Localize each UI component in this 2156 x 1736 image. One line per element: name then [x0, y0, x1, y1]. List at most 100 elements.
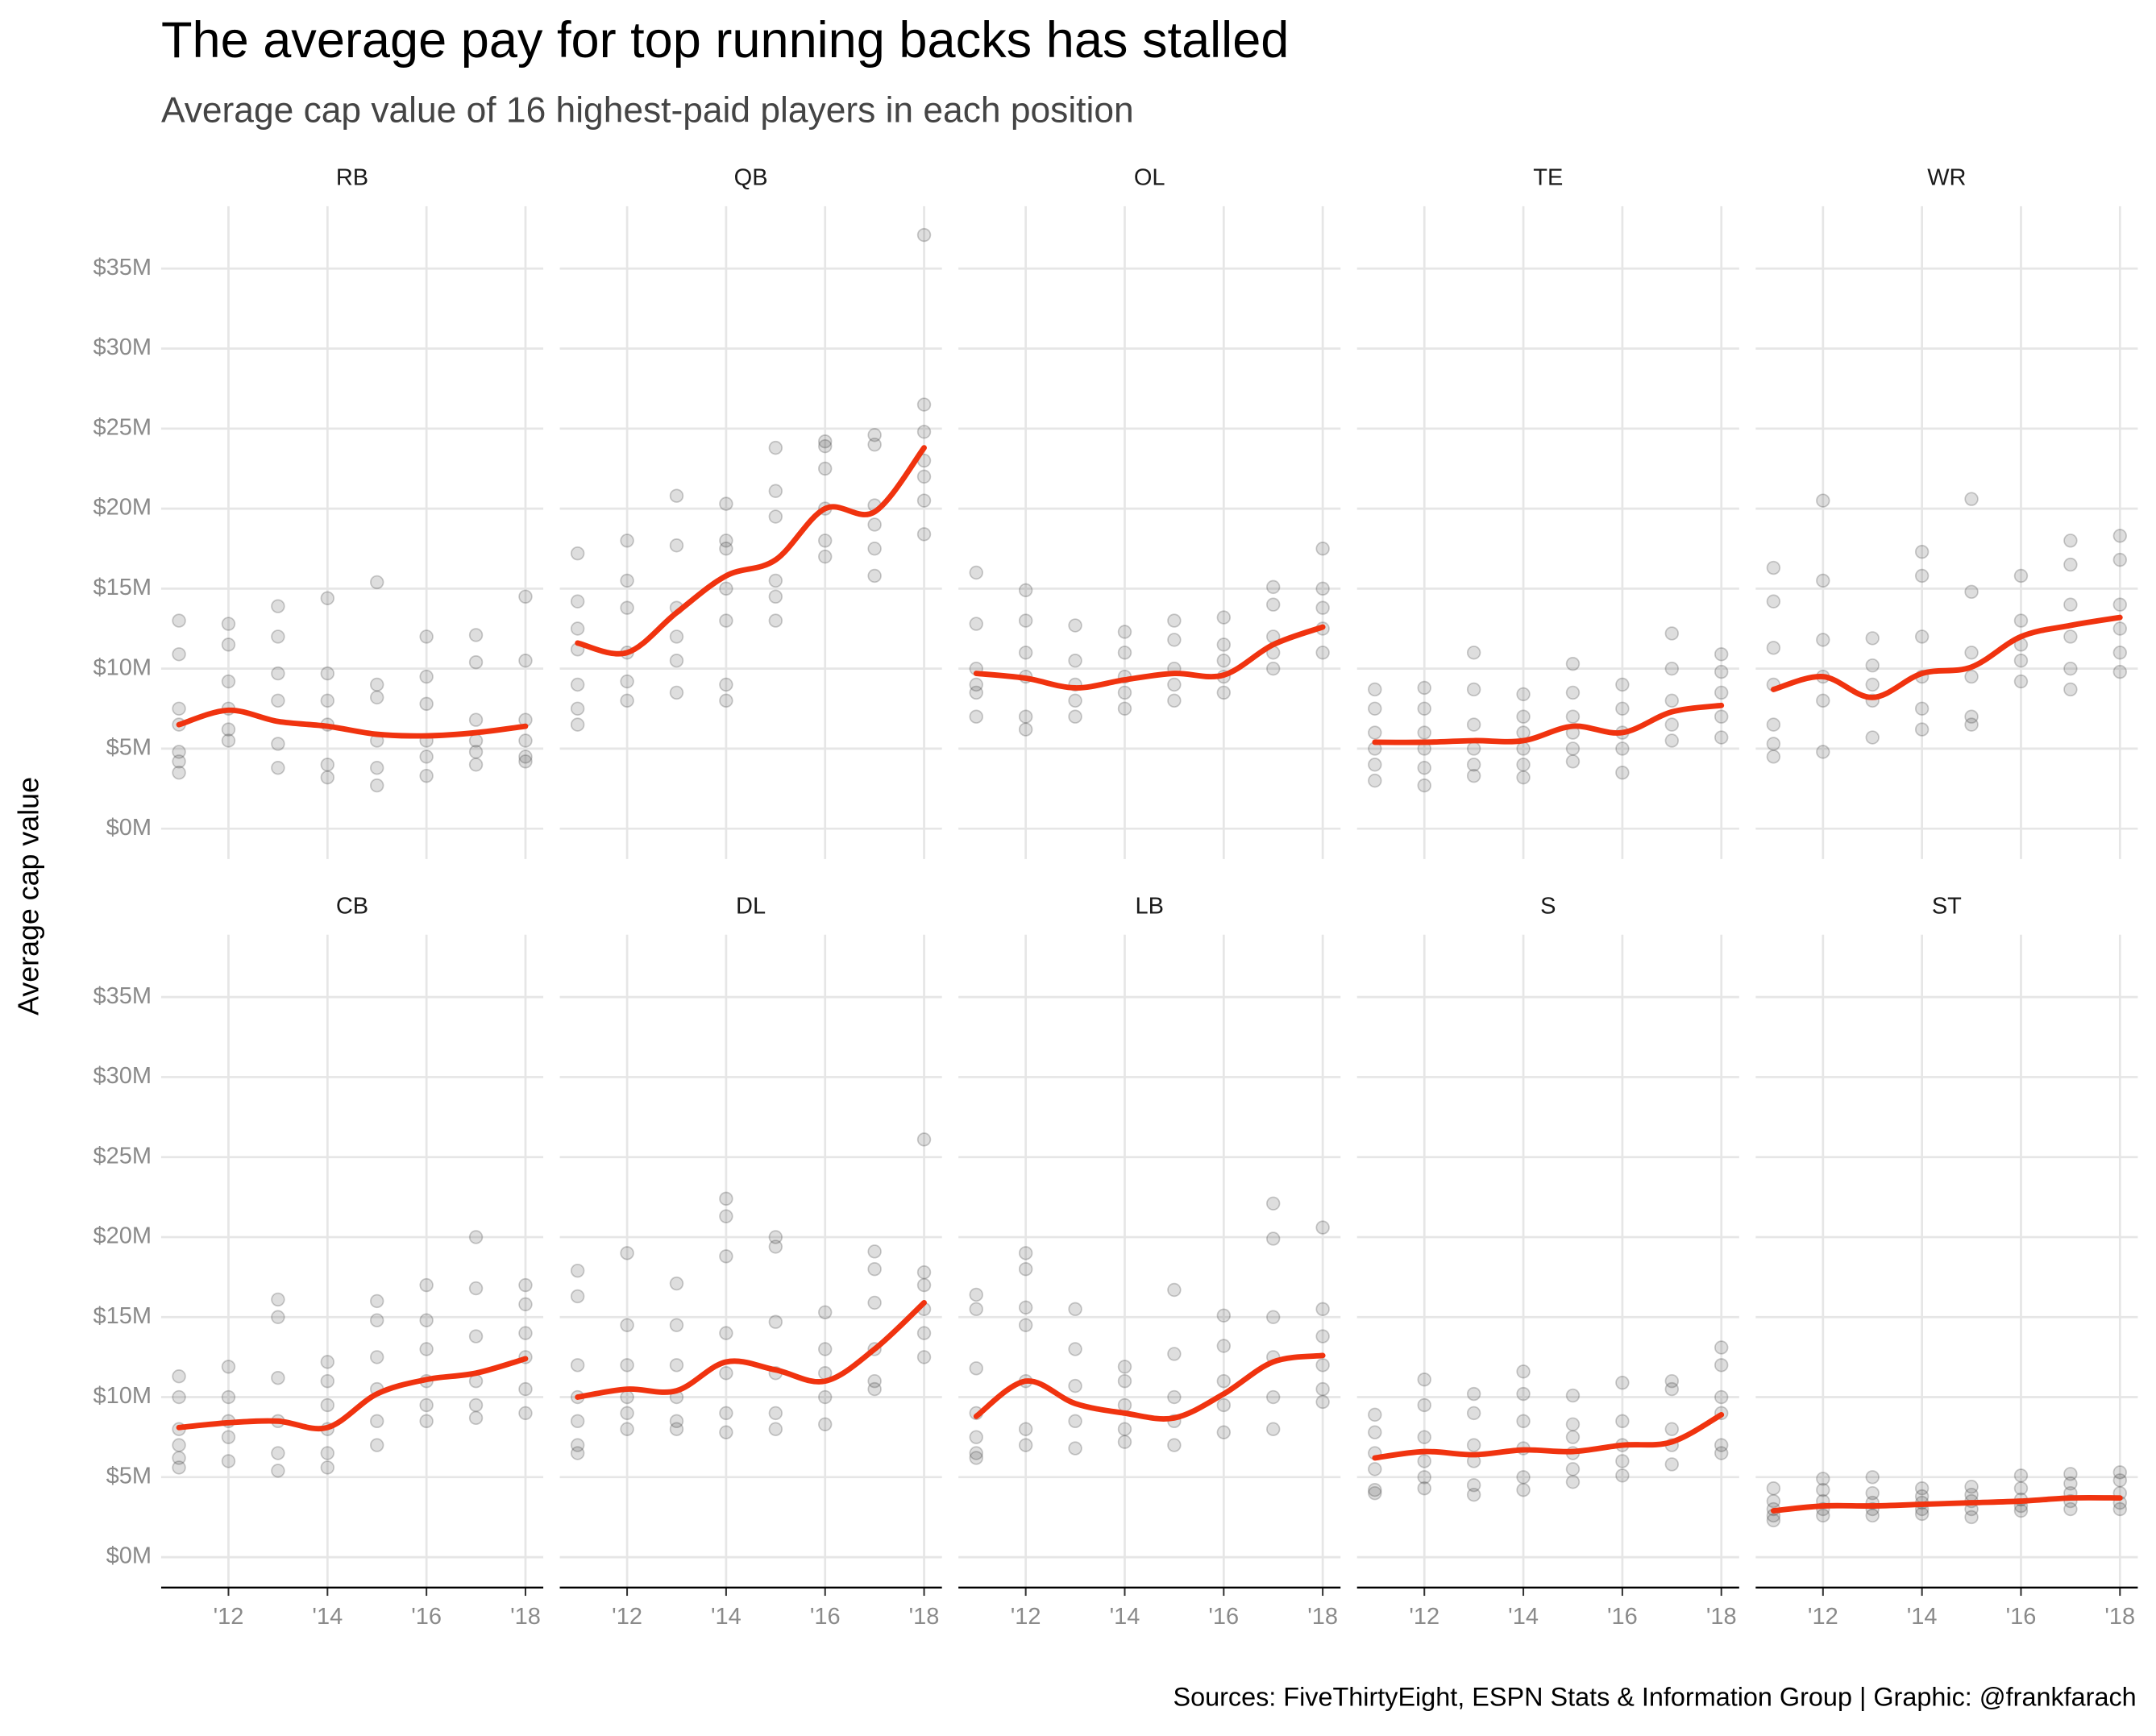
data-point: [2063, 534, 2078, 548]
data-point: [1714, 1358, 1729, 1373]
data-point: [320, 1355, 335, 1369]
data-point: [1266, 1231, 1281, 1246]
data-point: [620, 600, 634, 615]
data-point: [719, 1209, 733, 1223]
data-point: [221, 638, 236, 652]
data-point: [419, 629, 434, 644]
data-point: [1466, 646, 1481, 660]
data-point: [818, 438, 833, 454]
facet-label: DL: [736, 893, 766, 919]
data-point: [370, 1350, 384, 1364]
data-point: [867, 1295, 882, 1310]
data-point: [419, 768, 434, 783]
facet-label: ST: [1932, 893, 1962, 919]
data-point: [1914, 544, 1930, 559]
data-point: [1964, 1480, 1979, 1494]
data-point: [1068, 1302, 1082, 1317]
data-point: [1516, 709, 1531, 724]
data-point: [1565, 1430, 1581, 1444]
trend-line: [575, 1299, 927, 1400]
data-point: [1615, 741, 1630, 756]
data-point: [570, 1438, 585, 1452]
data-point: [1117, 685, 1132, 700]
x-tick-label: '18: [510, 1604, 541, 1630]
data-point: [2013, 568, 2029, 584]
data-point: [2013, 613, 2029, 628]
data-point: [669, 1358, 684, 1373]
data-point: [1914, 1481, 1930, 1496]
data-point: [2063, 1467, 2078, 1481]
data-point: [1368, 1462, 1382, 1476]
data-point: [1018, 722, 1033, 737]
data-point: [221, 1430, 236, 1444]
x-tick-label: '16: [1607, 1604, 1638, 1630]
data-point: [1565, 741, 1581, 756]
data-point: [867, 542, 882, 556]
x-tick-label: '12: [1011, 1604, 1041, 1630]
x-tick-label: '14: [1110, 1604, 1140, 1630]
data-point: [1368, 758, 1382, 772]
data-point: [271, 666, 285, 681]
data-point: [468, 712, 484, 727]
data-point: [1714, 709, 1729, 724]
y-tick-label: $30M: [93, 1063, 152, 1089]
data-point: [1964, 646, 1979, 660]
data-point: [2112, 1465, 2128, 1480]
data-point: [172, 745, 186, 759]
data-point: [221, 617, 236, 631]
data-point: [1714, 1389, 1729, 1405]
trend-line: [176, 707, 529, 739]
data-point: [2112, 664, 2128, 679]
facet-label: QB: [734, 164, 768, 190]
y-tick-label: $35M: [93, 255, 152, 280]
data-point: [2063, 682, 2078, 697]
data-point: [468, 758, 484, 772]
data-point: [1068, 618, 1082, 633]
data-point: [669, 1318, 684, 1332]
data-point: [468, 1281, 484, 1296]
data-point: [1664, 717, 1680, 732]
data-point: [172, 765, 186, 780]
data-point: [768, 613, 783, 628]
data-point: [719, 1425, 733, 1439]
data-point: [320, 591, 335, 605]
data-point: [768, 573, 783, 588]
data-point: [1766, 737, 1781, 751]
y-tick-label: $20M: [93, 1223, 152, 1249]
y-tick-label: $20M: [93, 495, 152, 521]
data-point: [1914, 722, 1930, 737]
data-point: [768, 1240, 783, 1254]
data-point: [172, 1438, 186, 1452]
data-point: [1865, 631, 1880, 646]
data-point: [1766, 560, 1781, 575]
data-point: [1266, 1422, 1281, 1436]
data-point: [271, 1446, 285, 1460]
data-point: [1018, 1246, 1033, 1260]
data-point: [916, 425, 932, 439]
data-point: [1315, 1329, 1330, 1344]
data-point: [1664, 1422, 1680, 1436]
data-point: [1368, 1407, 1382, 1422]
data-point: [172, 647, 186, 662]
x-tick-label: '16: [1208, 1604, 1239, 1630]
data-point: [1914, 701, 1930, 716]
data-point: [1018, 1438, 1033, 1452]
data-point: [1417, 778, 1431, 793]
data-point: [1068, 693, 1082, 708]
data-point: [1466, 1478, 1481, 1493]
data-point: [1018, 583, 1033, 598]
data-point: [1466, 682, 1481, 697]
data-point: [1565, 685, 1581, 700]
data-point: [320, 758, 335, 772]
data-point: [916, 1132, 932, 1147]
data-point: [2013, 1468, 2029, 1483]
data-point: [916, 1265, 932, 1280]
data-point: [570, 1263, 585, 1278]
data-point: [1816, 693, 1830, 708]
data-point: [1266, 661, 1281, 676]
data-point: [1865, 730, 1880, 745]
data-point: [1964, 669, 1979, 684]
x-tick-label: '12: [612, 1604, 642, 1630]
data-point: [1216, 610, 1232, 625]
